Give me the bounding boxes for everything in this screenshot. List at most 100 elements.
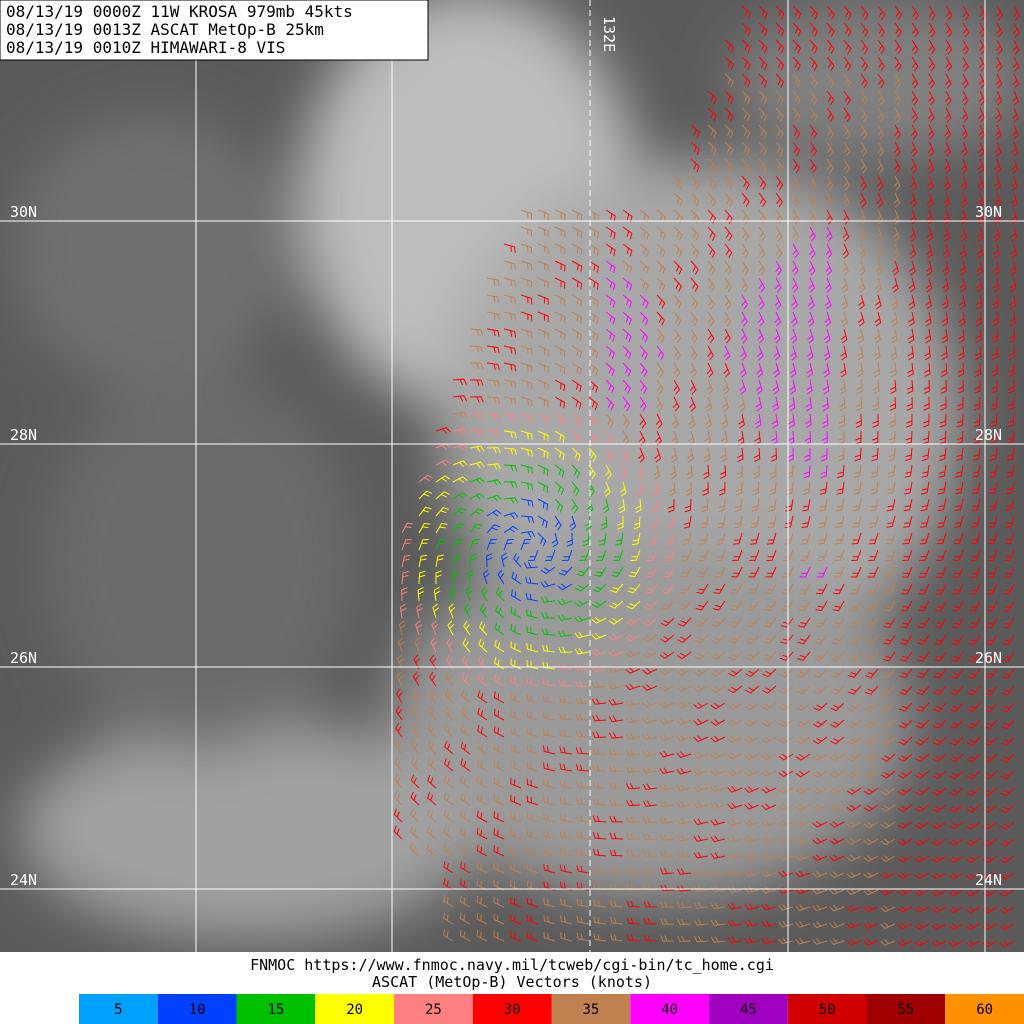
wind-barb	[754, 413, 762, 429]
wind-barb	[605, 464, 612, 480]
wind-barb	[854, 447, 862, 462]
wind-barb	[414, 637, 422, 653]
wind-barb	[734, 498, 743, 512]
wind-barb	[503, 525, 519, 534]
wind-barb	[477, 673, 488, 687]
wind-barb	[749, 532, 760, 545]
wind-barb	[738, 413, 745, 429]
wind-barb	[899, 685, 913, 696]
wind-barb	[642, 634, 658, 643]
wind-barb	[633, 515, 641, 530]
wind-barb	[1007, 413, 1015, 428]
wind-barb	[741, 294, 749, 310]
wind-barb	[605, 209, 616, 222]
wind-barb	[526, 897, 539, 908]
wind-barb	[903, 498, 913, 512]
wind-barb	[970, 549, 981, 561]
wind-barb	[795, 753, 811, 761]
wind-barb	[829, 837, 845, 845]
wind-barb	[707, 311, 715, 327]
wind-barb	[642, 651, 658, 659]
wind-barb	[899, 651, 913, 662]
wind-barb	[445, 672, 454, 687]
wind-barb	[494, 622, 505, 636]
wind-barb	[874, 294, 882, 310]
wind-barb	[717, 515, 726, 529]
wind-barb	[894, 22, 902, 38]
wind-barb	[975, 328, 982, 344]
wind-barb	[842, 226, 850, 242]
wind-barb	[977, 158, 985, 174]
wind-barb	[855, 430, 862, 445]
wind-barb	[693, 902, 709, 909]
wind-barb	[838, 430, 845, 445]
wind-barb	[526, 812, 539, 823]
wind-barb	[727, 769, 743, 776]
wind-barb	[592, 798, 607, 806]
wind-barb	[603, 481, 611, 497]
wind-barb	[622, 243, 633, 257]
wind-barb	[412, 671, 420, 687]
wind-barb	[724, 107, 734, 122]
wind-barb	[812, 921, 828, 929]
wind-barb	[795, 820, 811, 828]
wind-barb	[756, 345, 764, 361]
wind-barb	[843, 56, 852, 72]
wind-barb	[625, 732, 641, 740]
wind-barb	[464, 603, 471, 619]
wind-barb	[745, 651, 760, 661]
wind-barb	[1008, 379, 1015, 394]
wind-barb	[826, 39, 835, 54]
wind-barb	[443, 809, 454, 823]
wind-barb	[626, 833, 641, 840]
wind-barb	[737, 447, 744, 463]
wind-barb	[526, 643, 539, 653]
wind-barb	[956, 430, 964, 445]
wind-barb	[426, 809, 437, 823]
wind-barb	[520, 362, 533, 373]
wind-barb	[897, 872, 913, 880]
wind-barb	[469, 396, 484, 403]
wind-barb	[571, 498, 579, 514]
wind-barb	[968, 634, 981, 646]
wind-barb	[722, 379, 730, 395]
wind-barb	[806, 362, 814, 378]
wind-barb	[741, 243, 749, 259]
wind-barb	[774, 277, 782, 293]
wind-barb	[901, 566, 913, 578]
wind-barb	[695, 600, 709, 611]
wind-barb	[650, 515, 658, 530]
wind-barb	[829, 770, 845, 778]
wind-barb	[792, 90, 801, 105]
wind-barb	[847, 736, 862, 745]
wind-barb	[710, 668, 726, 677]
wind-barb	[574, 600, 590, 608]
wind-barb	[826, 158, 834, 174]
wind-barb	[707, 124, 717, 139]
wind-barb	[775, 73, 784, 88]
wind-barb	[676, 718, 692, 725]
wind-barb	[915, 787, 930, 796]
wind-barb	[945, 22, 953, 38]
wind-barb	[914, 872, 930, 880]
wind-barb	[914, 906, 930, 913]
wind-barb	[608, 715, 624, 723]
wind-barb	[829, 753, 845, 762]
wind-barb	[915, 736, 930, 746]
wind-barb	[802, 498, 811, 512]
wind-barb	[721, 413, 729, 429]
wind-barb	[493, 708, 505, 721]
wind-barb	[761, 770, 777, 777]
wind-barb	[966, 736, 981, 746]
legend-label: 15	[267, 1002, 284, 1018]
wind-barb	[902, 549, 913, 561]
wind-barb	[1008, 345, 1016, 360]
wind-barb	[571, 209, 583, 222]
wind-barb	[1011, 175, 1018, 191]
wind-barb	[593, 848, 607, 857]
wind-barb	[953, 532, 964, 545]
wind-barb	[842, 243, 850, 259]
wind-barb	[537, 396, 549, 408]
wind-barb	[659, 734, 675, 741]
wind-barb	[755, 396, 763, 412]
